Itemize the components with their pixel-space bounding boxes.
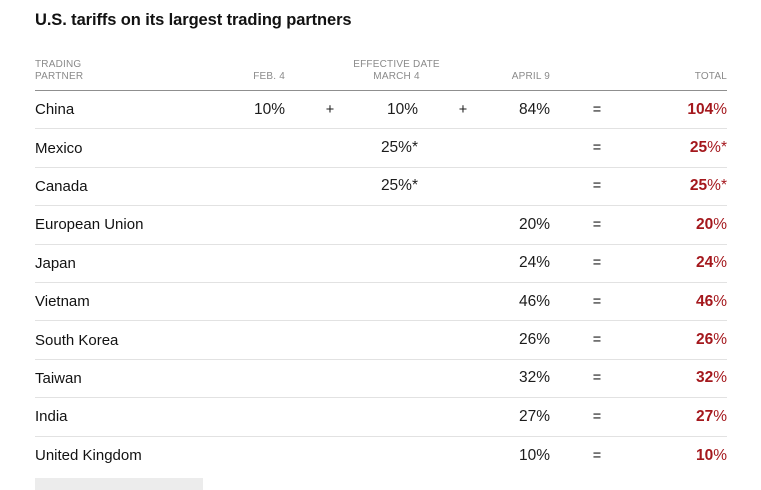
- table-row: Taiwan 32% = 32%: [35, 360, 727, 399]
- page-title: U.S. tariffs on its largest trading part…: [35, 11, 352, 29]
- header-spacer-3: [550, 52, 644, 83]
- total-value: 26%: [695, 331, 727, 349]
- partner-name: Mexico: [35, 139, 83, 157]
- total-value: 10%: [695, 446, 727, 464]
- partner-name: China: [35, 101, 75, 119]
- partner-name: India: [35, 408, 68, 426]
- total-value: 46%: [695, 292, 727, 310]
- total-value: 25 %*: [689, 139, 727, 157]
- table-header-row: TRADING PARTNER FEB. 4 EFFECTIVE DATE MA…: [35, 52, 727, 91]
- table-row: South Korea 26% = 26%: [35, 321, 727, 360]
- header-trading-partner-line2: PARTNER: [35, 71, 84, 82]
- equals-sign: =: [592, 255, 602, 272]
- partner-name: Taiwan: [35, 369, 82, 387]
- table-row: Canada 25%* = 25 %*: [35, 168, 727, 207]
- equals-sign: =: [592, 178, 602, 195]
- april-9-value: 24%: [518, 254, 550, 272]
- april-9-value: 32%: [518, 369, 550, 387]
- total-value: 104%: [687, 100, 727, 118]
- header-march-4-label: MARCH 4: [373, 71, 420, 82]
- header-april-9-label: APRIL 9: [511, 71, 550, 82]
- header-april-9: APRIL 9: [508, 52, 550, 83]
- equals-sign: =: [592, 408, 602, 425]
- header-total: TOTAL: [644, 52, 727, 83]
- table-row: Japan 24% = 24%: [35, 245, 727, 283]
- total-value: 32%: [695, 369, 727, 387]
- table-body: China 10% + 10% + 84% = 104% Mexico 25%*…: [35, 91, 727, 475]
- footnote-placeholder: [35, 478, 203, 490]
- table-row: China 10% + 10% + 84% = 104%: [35, 91, 727, 130]
- header-total-label: TOTAL: [694, 71, 727, 82]
- partner-name: Japan: [35, 254, 76, 272]
- tariffs-table: TRADING PARTNER FEB. 4 EFFECTIVE DATE MA…: [35, 52, 727, 475]
- total-value: 24%: [695, 254, 727, 272]
- header-trading-partner: TRADING PARTNER: [35, 52, 235, 83]
- total-value: 25 %*: [689, 177, 727, 195]
- march-4-value: 25%*: [380, 177, 418, 195]
- april-9-value: 26%: [518, 331, 550, 349]
- april-9-value: 46%: [518, 292, 550, 310]
- equals-sign: =: [592, 370, 602, 387]
- table-row: Vietnam 46% = 46%: [35, 283, 727, 322]
- equals-sign: =: [592, 447, 602, 464]
- header-spacer-2: [418, 52, 508, 83]
- equals-sign: =: [592, 332, 602, 349]
- equals-sign: =: [592, 140, 602, 157]
- partner-name: United Kingdom: [35, 447, 142, 465]
- partner-name: Canada: [35, 177, 88, 195]
- table-row: European Union 20% = 20%: [35, 206, 727, 245]
- partner-name: South Korea: [35, 331, 119, 349]
- march-4-value: 25%*: [380, 139, 418, 157]
- total-value: 20%: [695, 215, 727, 233]
- plus-sign-1: +: [325, 101, 335, 118]
- table-row: United Kingdom 10% = 10%: [35, 437, 727, 475]
- header-effective-date-label: EFFECTIVE DATE: [353, 59, 440, 70]
- equals-sign: =: [592, 293, 602, 310]
- total-value: 27%: [695, 407, 727, 425]
- equals-sign: =: [592, 216, 602, 233]
- header-feb-4-label: FEB. 4: [253, 71, 285, 82]
- april-9-value: 20%: [518, 215, 550, 233]
- table-row: India 27% = 27%: [35, 398, 727, 437]
- header-march-4: EFFECTIVE DATE MARCH 4: [353, 52, 439, 83]
- plus-sign-2: +: [458, 101, 468, 118]
- partner-name: European Union: [35, 216, 144, 234]
- feb-4-value: 10%: [253, 100, 285, 118]
- header-trading-partner-line1: TRADING: [35, 59, 82, 70]
- equals-sign: =: [592, 101, 602, 118]
- march-4-value: 10%: [386, 100, 418, 118]
- april-9-value: 27%: [518, 407, 550, 425]
- april-9-value: 10%: [518, 446, 550, 464]
- april-9-value: 84%: [518, 100, 550, 118]
- partner-name: Vietnam: [35, 293, 90, 311]
- header-feb-4: FEB. 4: [235, 52, 285, 83]
- table-row: Mexico 25%* = 25 %*: [35, 129, 727, 168]
